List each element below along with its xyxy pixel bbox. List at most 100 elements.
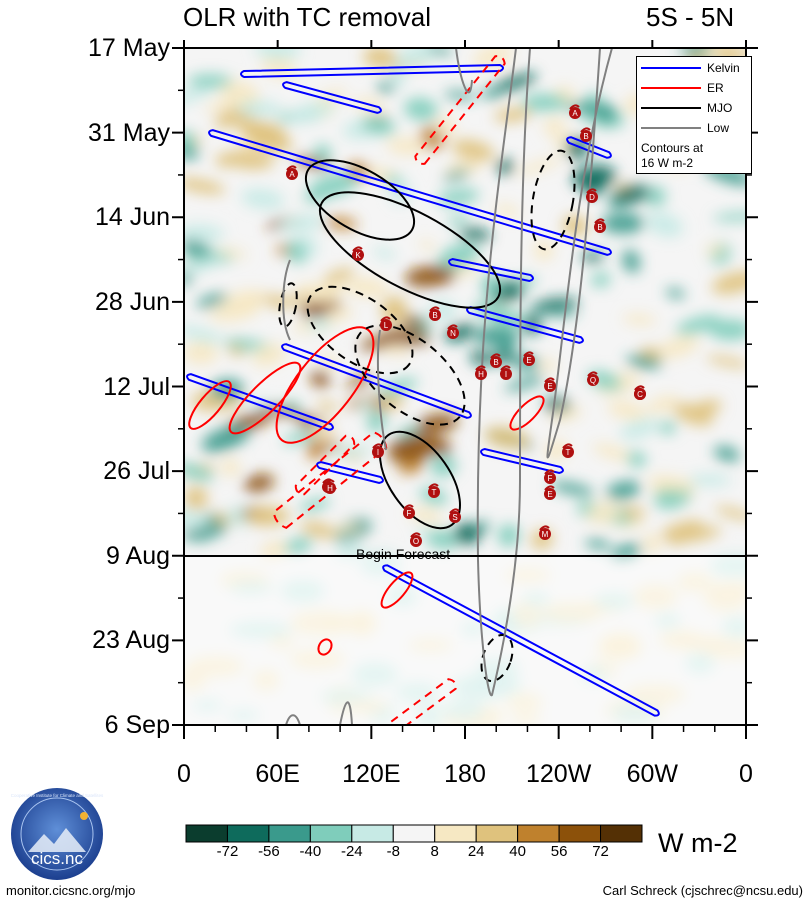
tc-marker-letter: O (413, 537, 419, 546)
tc-marker: K (352, 246, 364, 261)
chart-title: OLR with TC removal (183, 2, 432, 32)
tc-marker: B (594, 218, 606, 233)
low-frequency-contour (546, 48, 613, 459)
wave-contour (316, 461, 384, 484)
logo-ring-text: Cooperative Institute for Climate and Sa… (11, 793, 104, 798)
tc-marker-letter: S (452, 513, 457, 522)
legend-item-er: ER (641, 79, 724, 97)
colorbar-swatch (558, 824, 602, 843)
wave-contour (448, 258, 534, 282)
colorbar-swatch (517, 824, 560, 843)
x-tick-label: 120W (526, 760, 592, 788)
colorbar-swatch (434, 824, 477, 843)
tc-marker-letter: B (583, 132, 588, 141)
low-frequency-contour (455, 48, 473, 94)
tc-marker-letter: B (493, 358, 498, 367)
y-tick-label: 23 Aug (92, 626, 170, 655)
wave-contour (278, 282, 298, 328)
y-tick-label: 31 May (88, 118, 170, 147)
wave-contour (566, 136, 612, 159)
colorbar-tick-label: 72 (592, 843, 609, 860)
x-tick-label: 120E (342, 760, 401, 788)
legend-item-kelvin: Kelvin (641, 59, 740, 77)
low-frequency-contour (339, 701, 353, 725)
wave-filter-contours (186, 48, 660, 725)
wave-contour (240, 63, 504, 79)
legend-note-line1: Contours at (641, 141, 704, 155)
colorbar-tick-label: -56 (258, 843, 280, 860)
footer-url: monitor.cicsnc.org/mjo (6, 883, 136, 898)
tc-marker-letter: A (572, 109, 578, 118)
tc-marker: D (586, 188, 598, 203)
colorbar-tick-label: 24 (467, 843, 485, 860)
x-tick-label: 60W (626, 760, 679, 788)
legend-label: Low (707, 121, 730, 135)
tc-marker: E (523, 351, 535, 366)
wave-contour (228, 361, 302, 435)
tc-marker: M (539, 525, 551, 540)
legend-label: ER (707, 81, 724, 95)
tc-marker: A (569, 104, 581, 119)
tc-marker-letter: B (432, 311, 437, 320)
tc-marker: A (286, 165, 298, 180)
wave-contour (385, 678, 457, 725)
tc-marker: F (403, 504, 415, 519)
legend-label: Kelvin (707, 61, 740, 75)
wave-contour (354, 324, 466, 426)
wave-contour (306, 285, 414, 375)
x-tick-label: 0 (739, 760, 753, 788)
colorbar-tick-label: 8 (430, 843, 439, 860)
legend-item-low: Low (641, 119, 729, 137)
tc-marker: I (372, 443, 384, 458)
low-frequency-contour (476, 48, 531, 697)
cics-logo: cics.nc Cooperative Institute for Climat… (11, 788, 104, 880)
wave-contour (380, 571, 414, 609)
low-frequency-contour (282, 259, 291, 341)
tc-marker: B (429, 306, 441, 321)
wave-contour (275, 326, 375, 444)
wave-contour (414, 55, 506, 165)
tc-marker-letter: H (327, 484, 333, 493)
tc-marker-letter: E (526, 356, 531, 365)
tc-marker: E (544, 485, 556, 500)
footer-credit: Carl Schreck (cjschrec@ncsu.edu) (602, 883, 803, 898)
tc-marker: Q (587, 371, 599, 386)
tc-marker-letter: H (478, 370, 484, 379)
wave-contour (188, 380, 232, 430)
region-label: 5S - 5N (646, 2, 735, 32)
y-tick-label: 14 Jun (94, 203, 170, 232)
wave-contour (318, 191, 502, 309)
wave-contour (509, 395, 545, 431)
x-tick-label: 180 (444, 760, 486, 788)
tc-marker: B (490, 353, 502, 368)
legend-swatch (641, 127, 701, 129)
tc-marker-letter: F (548, 474, 553, 483)
y-tick-label: 6 Sep (104, 711, 170, 739)
tc-marker-letter: N (450, 329, 456, 338)
wave-contour (281, 343, 472, 419)
y-tick-label: 9 Aug (106, 541, 170, 570)
tc-marker: O (410, 532, 422, 547)
legend: Kelvin ER MJO Low Contours at 16 W m-2 (636, 56, 752, 174)
tc-marker: L (380, 316, 392, 331)
wave-contour (480, 448, 564, 474)
colorbar-units: W m-2 (658, 828, 738, 858)
legend-note: Contours at 16 W m-2 (641, 141, 703, 171)
tc-marker-letter: I (377, 448, 379, 457)
low-frequency-contour (376, 329, 387, 451)
colorbar-swatch (226, 824, 270, 843)
y-tick-label: 28 Jun (94, 287, 170, 316)
olr-anomaly-field: ABAKBLNBHIEEQCBDITFEGTSFOMHC (184, 48, 746, 725)
wave-contour (208, 129, 612, 256)
colorbar-tick-label: -40 (299, 843, 322, 860)
wave-contour (530, 149, 576, 251)
low-frequency-contour (285, 714, 301, 725)
tc-marker-letter: B (597, 223, 602, 232)
tc-marker-letter: E (547, 382, 552, 391)
tc-marker: S (449, 508, 461, 523)
tc-marker: C (634, 385, 646, 400)
colorbar-swatch (392, 824, 436, 843)
colorbar-swatch (475, 824, 519, 843)
tc-marker-letter: T (432, 488, 437, 497)
tc-marker: H (324, 479, 336, 494)
